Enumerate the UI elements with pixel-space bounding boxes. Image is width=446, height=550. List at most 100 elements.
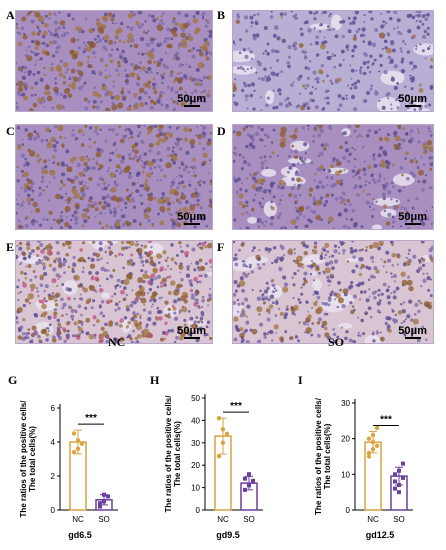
- data-point-nc: [370, 440, 376, 445]
- data-point-nc: [366, 436, 372, 441]
- panel-letter-c: C: [6, 124, 15, 138]
- micrograph-c: 50μm: [15, 124, 213, 230]
- data-point-so: [397, 490, 401, 495]
- y-axis-label: The ratios of the positive cells/: [164, 395, 173, 513]
- group-label-so: SO: [328, 335, 345, 349]
- y-tick-label: 6: [51, 404, 56, 413]
- x-tick-label: SO: [393, 515, 405, 524]
- panel-letter-e: E: [6, 240, 15, 254]
- chart-panel-letter: H: [150, 373, 160, 387]
- data-point-so: [98, 504, 102, 509]
- data-point-so: [247, 472, 251, 477]
- panel-letter-f: F: [217, 240, 225, 254]
- group-label-nc: NC: [108, 335, 126, 349]
- scale-bar-label: 50μm: [398, 93, 427, 105]
- scale-bar: 50μm: [177, 93, 206, 108]
- x-tick-label: SO: [243, 515, 255, 524]
- data-point-so: [106, 494, 110, 499]
- scale-bar: 50μm: [177, 325, 206, 340]
- chart-title: gd6.5: [68, 530, 92, 540]
- y-tick-label: 30: [341, 399, 350, 408]
- data-point-nc: [374, 425, 380, 431]
- scale-bar-label: 50μm: [177, 325, 206, 337]
- y-tick-label: 10: [191, 484, 200, 493]
- data-point-nc: [224, 431, 230, 437]
- data-point-so: [102, 492, 106, 497]
- y-tick-label: 10: [341, 470, 350, 479]
- data-point-so: [243, 476, 247, 481]
- y-tick-label: 0: [196, 506, 201, 515]
- data-point-so: [243, 487, 247, 492]
- data-point-so: [401, 475, 405, 480]
- scale-bar-line: [183, 223, 200, 225]
- micrograph-b: 50μm: [232, 10, 434, 112]
- data-point-so: [401, 461, 405, 466]
- data-point-so: [393, 486, 397, 491]
- data-point-nc: [71, 450, 77, 455]
- data-point-nc: [75, 446, 81, 451]
- data-point-so: [397, 483, 401, 488]
- y-tick-label: 0: [346, 506, 351, 515]
- data-point-so: [251, 478, 255, 483]
- scale-bar: 50μm: [398, 211, 427, 226]
- data-point-so: [98, 501, 102, 506]
- scale-bar: 50μm: [177, 211, 206, 226]
- scale-bar-label: 50μm: [398, 211, 427, 223]
- data-point-so: [247, 483, 251, 488]
- data-point-nc: [370, 432, 376, 438]
- micrograph-d: 50μm: [232, 124, 434, 230]
- panel-letter-b: B: [217, 8, 226, 22]
- scale-bar: 50μm: [398, 93, 427, 108]
- data-point-nc: [374, 443, 380, 448]
- scale-bar: 50μm: [398, 325, 427, 340]
- scale-bar-line: [183, 337, 200, 339]
- micrograph-e: 50μm: [15, 240, 213, 344]
- y-axis-label: The ratios of the positive cells/: [314, 397, 323, 515]
- y-axis-label: The total cells(%): [28, 426, 37, 492]
- significance-label: ***: [85, 413, 97, 424]
- chart-panel-letter: I: [298, 373, 303, 387]
- data-point-nc: [220, 440, 226, 445]
- y-tick-label: 40: [191, 416, 200, 425]
- y-tick-label: 0: [51, 506, 56, 515]
- data-point-nc: [366, 450, 372, 456]
- scale-bar-line: [404, 105, 421, 107]
- data-point-nc: [75, 438, 81, 443]
- y-axis-label: The total cells(%): [173, 421, 182, 487]
- scale-bar-label: 50μm: [177, 93, 206, 105]
- chart-panel-letter: G: [8, 373, 17, 387]
- x-tick-label: NC: [367, 515, 379, 524]
- panel-letter-d: D: [217, 124, 226, 138]
- scale-bar-line: [404, 223, 421, 225]
- chart-title: gd12.5: [366, 530, 395, 540]
- data-point-so: [393, 479, 397, 484]
- chart-title: gd9.5: [216, 530, 240, 540]
- y-tick-label: 30: [191, 439, 200, 448]
- panel-letter-a: A: [6, 8, 15, 22]
- scale-bar-label: 50μm: [398, 325, 427, 337]
- y-axis-label: The total cells(%): [323, 423, 332, 489]
- data-point-so: [393, 472, 397, 477]
- data-point-nc: [216, 454, 222, 459]
- data-point-nc: [79, 441, 85, 446]
- scale-bar-label: 50μm: [177, 211, 206, 223]
- micrograph-a: 50μm: [15, 10, 213, 112]
- y-tick-label: 4: [51, 438, 56, 447]
- y-axis-label: The ratios of the positive cells/: [19, 400, 28, 518]
- x-tick-label: SO: [98, 515, 110, 524]
- data-point-so: [102, 499, 106, 504]
- data-point-nc: [366, 454, 372, 459]
- y-tick-label: 2: [51, 472, 56, 481]
- scale-bar-line: [404, 337, 421, 339]
- significance-label: ***: [380, 415, 392, 426]
- scale-bar-line: [183, 105, 200, 107]
- y-tick-label: 50: [191, 394, 200, 403]
- data-point-nc: [71, 431, 77, 436]
- significance-label: ***: [230, 401, 242, 412]
- x-tick-label: NC: [217, 515, 229, 524]
- data-point-nc: [220, 427, 226, 432]
- y-tick-label: 20: [191, 461, 200, 470]
- micrograph-f: 50μm: [232, 240, 434, 344]
- data-point-nc: [370, 447, 376, 452]
